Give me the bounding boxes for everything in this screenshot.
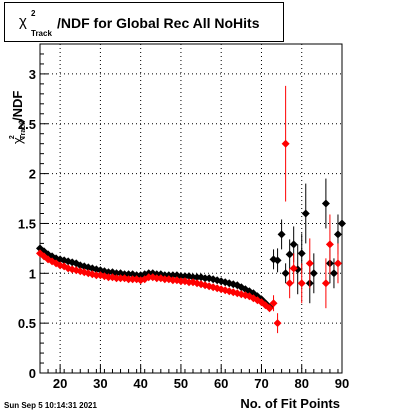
y-label-superscript: 2 bbox=[9, 135, 16, 140]
data-point bbox=[301, 209, 310, 218]
data-point bbox=[265, 304, 274, 313]
data-point bbox=[325, 240, 334, 249]
title-subscript: Track bbox=[31, 29, 52, 38]
y-axis-label: χ2 Track/NDF bbox=[4, 40, 28, 150]
data-point bbox=[309, 269, 318, 278]
data-point bbox=[297, 279, 306, 288]
y-tick-label: 2 bbox=[29, 167, 36, 182]
data-point bbox=[104, 273, 113, 282]
data-point bbox=[176, 272, 185, 281]
x-tick-label: 30 bbox=[93, 376, 107, 391]
data-point bbox=[160, 275, 169, 284]
x-tick-label: 70 bbox=[254, 376, 268, 391]
x-tick-label: 90 bbox=[335, 376, 349, 391]
tick-labels: 20 30 40 50 60 70 80 90 0 0.5 1 1.5 2 2.5 3 bbox=[18, 67, 349, 391]
data-point bbox=[333, 259, 342, 268]
data-point bbox=[338, 219, 346, 228]
grid-lines bbox=[40, 44, 343, 374]
chart-title: /NDF for Global Rec All NoHits bbox=[57, 15, 260, 31]
chart-title-box: χ 2 Track /NDF for Global Rec All NoHits bbox=[4, 2, 284, 42]
y-tick-label: 1 bbox=[29, 266, 36, 281]
data-point bbox=[333, 230, 342, 239]
x-axis-label: No. of Fit Points bbox=[240, 396, 340, 411]
data-point bbox=[180, 272, 189, 281]
x-tick-label: 60 bbox=[214, 376, 228, 391]
data-point bbox=[168, 271, 177, 280]
series-1 bbox=[36, 85, 342, 334]
x-tick-label: 20 bbox=[53, 376, 67, 391]
data-point bbox=[201, 274, 210, 283]
data-point bbox=[273, 256, 282, 265]
data-point bbox=[36, 249, 44, 258]
data-point bbox=[152, 274, 161, 283]
title-chi-symbol: χ bbox=[19, 13, 27, 30]
data-point bbox=[193, 273, 202, 282]
data-point bbox=[273, 319, 282, 328]
data-point bbox=[269, 299, 278, 308]
data-point bbox=[128, 275, 137, 284]
y-tick-label: 1.5 bbox=[18, 216, 36, 231]
data-point bbox=[321, 199, 330, 208]
data-point bbox=[184, 278, 193, 287]
x-tick-label: 40 bbox=[133, 376, 147, 391]
data-point bbox=[285, 250, 294, 259]
x-tick-label: 80 bbox=[294, 376, 308, 391]
data-point bbox=[144, 273, 153, 282]
data-point bbox=[277, 230, 286, 239]
y-tick-label: 2.5 bbox=[18, 117, 36, 132]
data-point bbox=[305, 259, 314, 268]
y-label-subscript: Track bbox=[20, 120, 27, 140]
title-superscript: 2 bbox=[31, 9, 36, 18]
data-point bbox=[116, 274, 125, 283]
data-point bbox=[281, 269, 290, 278]
data-point bbox=[124, 275, 133, 284]
data-point bbox=[281, 139, 290, 148]
data-point bbox=[92, 271, 101, 280]
y-tick-label: 0.5 bbox=[18, 316, 36, 331]
data-point bbox=[112, 274, 121, 283]
data-marks bbox=[36, 85, 346, 334]
data-point bbox=[321, 279, 330, 288]
y-tick-label: 3 bbox=[29, 67, 36, 82]
series-0 bbox=[36, 178, 346, 312]
data-point bbox=[189, 273, 198, 282]
data-point bbox=[297, 249, 306, 258]
data-point bbox=[176, 277, 185, 286]
data-point bbox=[289, 240, 298, 249]
data-point bbox=[104, 268, 113, 277]
data-point bbox=[289, 264, 298, 273]
data-point bbox=[124, 270, 133, 279]
x-tick-label: 50 bbox=[174, 376, 188, 391]
timestamp-label: Sun Sep 5 10:14:31 2021 bbox=[4, 401, 97, 410]
data-point bbox=[285, 279, 294, 288]
axis-ticks bbox=[39, 53, 343, 374]
y-label-suffix: /NDF bbox=[10, 90, 25, 121]
data-point bbox=[329, 269, 338, 278]
data-point bbox=[168, 276, 177, 285]
data-point bbox=[112, 269, 121, 278]
y-tick-label: 0 bbox=[29, 366, 36, 381]
